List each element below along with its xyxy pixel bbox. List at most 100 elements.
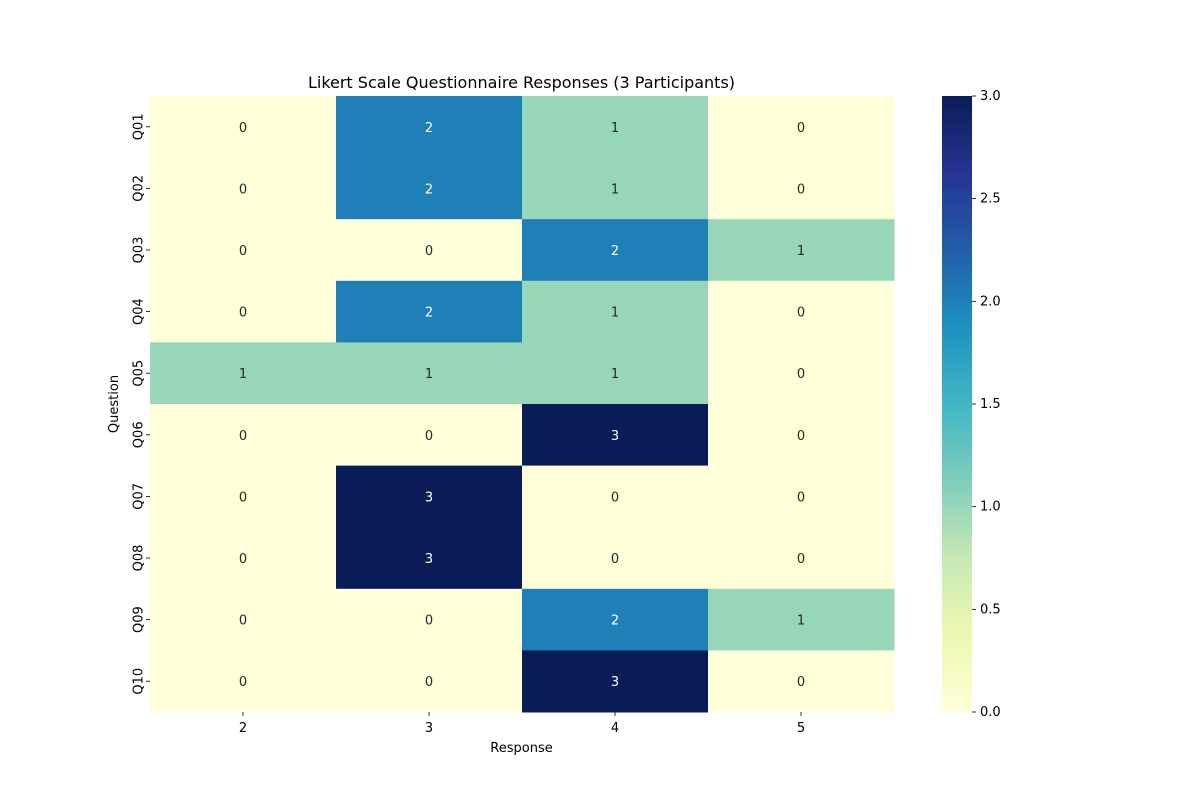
- colorbar-ticks: 0.0 0.5 1.0 1.5 2.0 2.5 3.0: [972, 89, 1001, 720]
- colorbar-tick-label: 1.0: [980, 500, 1001, 515]
- heatmap-cell-Q08-4: [522, 527, 709, 590]
- cell-value-label: 0: [797, 552, 805, 567]
- heatmap-cells: [150, 96, 895, 713]
- heatmap-cell-Q09-4: [522, 588, 709, 651]
- cell-value-label: 2: [611, 244, 619, 259]
- cell-value-label: 2: [425, 121, 433, 136]
- heatmap-cell-Q03-3: [336, 219, 523, 282]
- cell-value-label: 1: [425, 367, 433, 382]
- cell-value-label: 0: [797, 182, 805, 197]
- colorbar-tick-label: 0.0: [980, 705, 1001, 720]
- colorbar: [942, 96, 972, 712]
- cell-value-label: 0: [425, 429, 433, 444]
- heatmap-cell-Q04-3: [336, 280, 523, 343]
- heatmap-cell-Q07-3: [336, 465, 523, 528]
- cell-value-label: 0: [425, 614, 433, 629]
- heatmap-cell-Q05-2: [150, 342, 337, 405]
- cell-value-label: 0: [239, 675, 247, 690]
- cell-value-label: 1: [239, 367, 247, 382]
- x-tick-label: 4: [611, 721, 619, 736]
- cell-value-label: 0: [797, 429, 805, 444]
- cell-value-label: 1: [797, 614, 805, 629]
- y-tick-label: Q05: [132, 360, 147, 387]
- cell-value-label: 2: [425, 306, 433, 321]
- cell-value-label: 0: [425, 244, 433, 259]
- y-tick-label: Q02: [132, 175, 147, 202]
- cell-value-label: 1: [611, 367, 619, 382]
- cell-value-label: 0: [425, 675, 433, 690]
- heatmap-cell-Q03-5: [708, 219, 895, 282]
- heatmap-cell-labels: 0 2 1 0 0 2 1 0 0 0 2 1 0 2 1 0 1 1 1 0 0 0 3 0 0 3 0 0 0 3 0 0 0 0 2 1 0 0 3 0: [239, 121, 805, 690]
- heatmap-cell-Q06-2: [150, 404, 337, 467]
- heatmap-cell-Q01-3: [336, 96, 523, 159]
- heatmap-cell-Q09-2: [150, 588, 337, 651]
- y-tick-label: Q01: [132, 113, 147, 140]
- heatmap-cell-Q02-5: [708, 157, 895, 220]
- cell-value-label: 0: [239, 182, 247, 197]
- cell-value-label: 0: [797, 490, 805, 505]
- cell-value-label: 0: [239, 244, 247, 259]
- heatmap-cell-Q02-4: [522, 157, 709, 220]
- heatmap-cell-Q09-5: [708, 588, 895, 651]
- cell-value-label: 1: [611, 306, 619, 321]
- colorbar-tick-label: 2.5: [980, 192, 1001, 207]
- cell-value-label: 0: [797, 121, 805, 136]
- heatmap-cell-Q10-5: [708, 650, 895, 713]
- heatmap-cell-Q08-2: [150, 527, 337, 590]
- cell-value-label: 0: [611, 552, 619, 567]
- cell-value-label: 0: [239, 614, 247, 629]
- heatmap-cell-Q10-4: [522, 650, 709, 713]
- y-tick-label: Q08: [132, 545, 147, 572]
- x-tick-label: 5: [797, 721, 805, 736]
- cell-value-label: 0: [797, 367, 805, 382]
- heatmap-cell-Q08-3: [336, 527, 523, 590]
- cell-value-label: 0: [239, 490, 247, 505]
- x-axis-label: Response: [490, 741, 552, 756]
- x-axis: 2 3 4 5: [239, 712, 805, 736]
- heatmap-cell-Q10-2: [150, 650, 337, 713]
- cell-value-label: 3: [425, 490, 433, 505]
- heatmap-cell-Q07-4: [522, 465, 709, 528]
- heatmap-cell-Q03-2: [150, 219, 337, 282]
- y-tick-label: Q03: [132, 237, 147, 264]
- heatmap-cell-Q06-3: [336, 404, 523, 467]
- heatmap-cell-Q02-3: [336, 157, 523, 220]
- cell-value-label: 0: [239, 552, 247, 567]
- y-tick-label: Q07: [132, 483, 147, 510]
- heatmap-cell-Q05-4: [522, 342, 709, 405]
- heatmap-cell-Q05-5: [708, 342, 895, 405]
- cell-value-label: 0: [797, 306, 805, 321]
- heatmap-cell-Q08-5: [708, 527, 895, 590]
- x-tick-label: 2: [239, 721, 247, 736]
- heatmap-cell-Q03-4: [522, 219, 709, 282]
- cell-value-label: 0: [611, 490, 619, 505]
- colorbar-tick-label: 2.0: [980, 294, 1001, 309]
- heatmap-cell-Q01-4: [522, 96, 709, 159]
- cell-value-label: 0: [239, 429, 247, 444]
- cell-value-label: 1: [797, 244, 805, 259]
- y-axis-label: Question: [107, 375, 122, 433]
- heatmap-cell-Q07-5: [708, 465, 895, 528]
- colorbar-tick-label: 1.5: [980, 397, 1001, 412]
- cell-value-label: 3: [611, 675, 619, 690]
- x-tick-label: 3: [425, 721, 433, 736]
- y-tick-label: Q10: [132, 668, 147, 695]
- cell-value-label: 3: [611, 429, 619, 444]
- heatmap-cell-Q01-5: [708, 96, 895, 159]
- heatmap-cell-Q04-4: [522, 280, 709, 343]
- cell-value-label: 0: [797, 675, 805, 690]
- heatmap-cell-Q04-2: [150, 280, 337, 343]
- heatmap-cell-Q04-5: [708, 280, 895, 343]
- colorbar-tick-label: 3.0: [980, 89, 1001, 104]
- heatmap-cell-Q07-2: [150, 465, 337, 528]
- y-tick-label: Q06: [132, 421, 147, 448]
- cell-value-label: 2: [425, 182, 433, 197]
- cell-value-label: 1: [611, 121, 619, 136]
- heatmap-cell-Q09-3: [336, 588, 523, 651]
- heatmap-cell-Q01-2: [150, 96, 337, 159]
- cell-value-label: 0: [239, 121, 247, 136]
- y-tick-label: Q09: [132, 606, 147, 633]
- y-axis: Q01 Q02 Q03 Q04 Q05 Q06 Q07 Q08 Q09 Q10: [132, 113, 150, 695]
- y-tick-label: Q04: [132, 298, 147, 325]
